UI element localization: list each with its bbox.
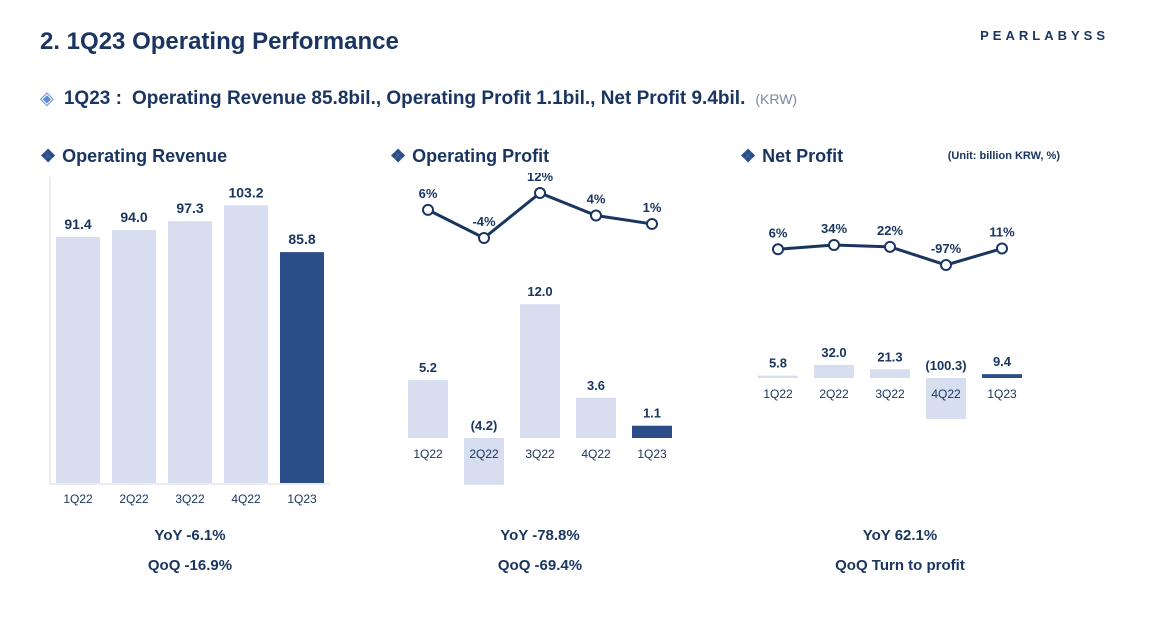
svg-text:85.8: 85.8 — [288, 231, 315, 247]
svg-text:34%: 34% — [821, 221, 847, 236]
sparkle-icon: ❖ — [40, 146, 56, 166]
svg-text:3.6: 3.6 — [587, 378, 605, 393]
chart-title: ❖ Operating Revenue — [40, 146, 340, 167]
svg-text:1Q23: 1Q23 — [987, 387, 1017, 401]
svg-text:4Q22: 4Q22 — [231, 492, 261, 506]
svg-text:9.4: 9.4 — [993, 354, 1012, 369]
chart-footer-yoy: YoY 62.1% — [740, 524, 1060, 548]
chart-title-text: Net Profit — [762, 146, 843, 166]
svg-text:97.3: 97.3 — [176, 200, 203, 216]
svg-text:21.3: 21.3 — [877, 349, 902, 364]
chart-operating-revenue: ❖ Operating Revenue 91.4 1Q22 94.0 2Q22 97.3 3… — [40, 146, 340, 578]
charts-row: ❖ Operating Revenue 91.4 1Q22 94.0 2Q22 97.3 3… — [40, 146, 1109, 578]
svg-text:6%: 6% — [419, 186, 438, 201]
chart-title-text: Operating Revenue — [62, 146, 227, 166]
svg-text:5.2: 5.2 — [419, 360, 437, 375]
chart-operating-profit: ❖ Operating Profit 6% -4% 12% 4% 1% 5.2 1Q22 (4.… — [390, 146, 690, 578]
sparkle-icon: ❖ — [390, 146, 406, 166]
svg-text:4Q22: 4Q22 — [581, 447, 611, 461]
svg-text:4Q22: 4Q22 — [931, 387, 961, 401]
chart-footer-qoq: QoQ Turn to profit — [740, 554, 1060, 578]
svg-text:22%: 22% — [877, 223, 903, 238]
chart-svg: 6% 34% 22% -97% 11% 5.8 1Q22 32.0 2Q22 21.3 3Q22 (1… — [740, 173, 1040, 513]
svg-text:2Q22: 2Q22 — [119, 492, 149, 506]
svg-text:5.8: 5.8 — [769, 356, 787, 371]
svg-text:(4.2): (4.2) — [471, 418, 498, 433]
svg-text:2Q22: 2Q22 — [469, 447, 499, 461]
chart-footer-yoy: YoY -6.1% — [40, 524, 340, 548]
svg-text:2Q22: 2Q22 — [819, 387, 849, 401]
unit-note: (Unit: billion KRW, %) — [948, 150, 1060, 162]
svg-text:-97%: -97% — [931, 241, 962, 256]
svg-text:103.2: 103.2 — [228, 184, 263, 200]
summary-note: (KRW) — [755, 91, 797, 107]
svg-text:11%: 11% — [989, 225, 1015, 240]
logo: PEARLABYSS — [980, 28, 1109, 43]
svg-text:1.1: 1.1 — [643, 406, 661, 421]
chart-footer-qoq: QoQ -69.4% — [390, 554, 690, 578]
summary-body: Operating Revenue 85.8bil., Operating Pr… — [132, 88, 745, 110]
svg-text:91.4: 91.4 — [64, 216, 91, 232]
svg-text:1Q23: 1Q23 — [637, 447, 667, 461]
page-title: 2. 1Q23 Operating Performance — [40, 28, 1109, 56]
svg-text:32.0: 32.0 — [821, 345, 846, 360]
svg-text:1Q22: 1Q22 — [413, 447, 443, 461]
chart-footer-qoq: QoQ -16.9% — [40, 554, 340, 578]
svg-text:3Q22: 3Q22 — [525, 447, 555, 461]
chart-svg: 91.4 1Q22 94.0 2Q22 97.3 3Q22 103.2 4Q22 85.8 1Q2… — [40, 173, 340, 513]
svg-text:(100.3): (100.3) — [925, 358, 966, 373]
svg-text:1Q22: 1Q22 — [63, 492, 93, 506]
svg-text:1Q23: 1Q23 — [287, 492, 317, 506]
chart-net-profit: ❖ Net Profit (Unit: billion KRW, %) 6% 34%… — [740, 146, 1060, 578]
svg-text:6%: 6% — [769, 225, 788, 240]
chart-footer-yoy: YoY -78.8% — [390, 524, 690, 548]
svg-text:3Q22: 3Q22 — [875, 387, 905, 401]
chart-svg: 6% -4% 12% 4% 1% 5.2 1Q22 (4.2) 2Q22 12.0 3Q22 3.6 4… — [390, 173, 690, 513]
svg-text:1Q22: 1Q22 — [763, 387, 793, 401]
chart-title: ❖ Operating Profit — [390, 146, 690, 167]
chart-title-text: Operating Profit — [412, 146, 549, 166]
svg-text:1%: 1% — [643, 200, 662, 215]
svg-text:94.0: 94.0 — [120, 209, 147, 225]
svg-text:12%: 12% — [527, 173, 553, 184]
svg-text:-4%: -4% — [472, 214, 496, 229]
summary-lead: 1Q23 : — [64, 88, 122, 110]
diamond-icon: ◈ — [40, 88, 54, 109]
summary-row: ◈ 1Q23 : Operating Revenue 85.8bil., Ope… — [40, 88, 1109, 110]
sparkle-icon: ❖ — [740, 146, 756, 166]
svg-text:4%: 4% — [587, 192, 606, 207]
svg-text:3Q22: 3Q22 — [175, 492, 205, 506]
svg-text:12.0: 12.0 — [527, 284, 552, 299]
